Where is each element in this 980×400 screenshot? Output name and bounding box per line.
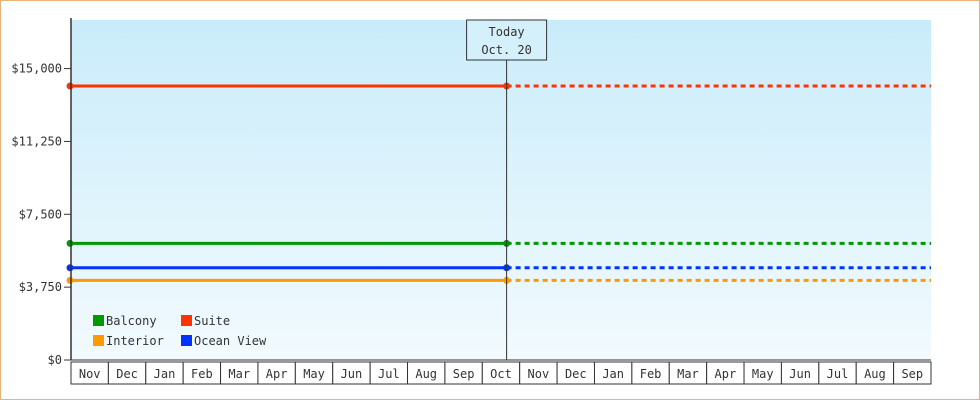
x-tick-label: Jan: [602, 367, 624, 381]
x-tick-label: Mar: [677, 367, 699, 381]
series-interior-start-point: [66, 276, 74, 284]
x-tick-box: [893, 361, 932, 385]
x-tick-label: Jan: [154, 367, 176, 381]
y-tick-label: $0: [48, 353, 62, 367]
x-tick-label: May: [303, 367, 325, 381]
x-tick-label: Jul: [827, 367, 849, 381]
x-tick-label: Feb: [191, 367, 213, 381]
x-tick-label: Jun: [789, 367, 811, 381]
x-tick-label: Sep: [901, 367, 923, 381]
x-tick-label: Nov: [528, 367, 550, 381]
x-tick-label: Apr: [715, 367, 737, 381]
x-tick-label: Aug: [864, 367, 886, 381]
x-tick-label: Apr: [266, 367, 288, 381]
today-marker-label: Today: [489, 25, 525, 39]
legend-label-ocean-view: Ocean View: [194, 334, 267, 348]
today-marker-box: [466, 19, 548, 61]
y-tick-label: $3,750: [19, 280, 62, 294]
y-tick-label: $11,250: [11, 134, 62, 148]
series-balcony-start-point: [66, 239, 74, 247]
x-tick-label: Jun: [341, 367, 363, 381]
x-tick-label: Dec: [565, 367, 587, 381]
x-tick-label: Sep: [453, 367, 475, 381]
today-marker-date: Oct. 20: [481, 43, 532, 57]
x-tick-label: Dec: [116, 367, 138, 381]
legend-swatch-suite: [181, 315, 192, 326]
y-tick-label: $15,000: [11, 62, 62, 76]
x-tick-label: Mar: [228, 367, 250, 381]
series-suite-start-point: [66, 82, 74, 90]
series-ocean-view-start-point: [66, 264, 74, 272]
x-tick-label: Oct: [490, 367, 512, 381]
x-tick-label: Jul: [378, 367, 400, 381]
legend-label-suite: Suite: [194, 314, 230, 328]
legend-swatch-interior: [93, 335, 104, 346]
x-tick-label: May: [752, 367, 774, 381]
x-tick-label: Feb: [640, 367, 662, 381]
legend-swatch-balcony: [93, 315, 104, 326]
legend-swatch-ocean-view: [181, 335, 192, 346]
x-tick-label: Aug: [415, 367, 437, 381]
legend-label-interior: Interior: [106, 334, 164, 348]
legend-label-balcony: Balcony: [106, 314, 157, 328]
y-tick-label: $7,500: [19, 207, 62, 221]
x-tick-label: Nov: [79, 367, 101, 381]
plot-area: [71, 20, 931, 360]
